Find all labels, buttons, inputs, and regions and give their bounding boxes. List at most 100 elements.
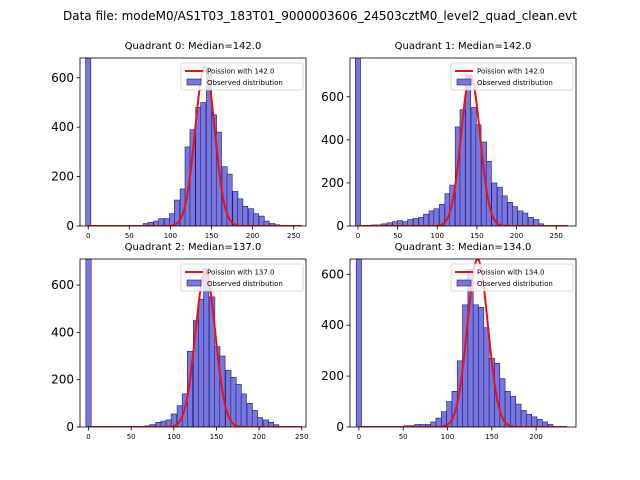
x-tick-label: 0 <box>356 232 360 240</box>
legend-poisson-label: Poission with 142.0 <box>207 68 275 76</box>
histogram-bar-zero <box>355 259 362 427</box>
axes-frame <box>349 258 577 428</box>
panel-title: Quadrant 2: Median=137.0 <box>125 242 262 253</box>
x-tick-label: 200 <box>252 433 265 441</box>
histogram-bar <box>418 217 425 226</box>
axes-frame <box>349 57 577 227</box>
legend-box <box>450 263 574 292</box>
panel-title: Quadrant 1: Median=142.0 <box>395 41 532 52</box>
histogram-bar <box>520 410 527 427</box>
histogram-bar <box>158 218 165 226</box>
histogram-bar-zero <box>85 58 92 226</box>
panel-quadrant-2: Quadrant 2: Median=137.0 0 200 400 600 0 50 100… <box>51 242 308 441</box>
x-tick-label: 50 <box>127 433 136 441</box>
plot-area <box>355 259 568 427</box>
poisson-curve <box>358 259 568 427</box>
histogram-bar <box>240 393 247 427</box>
plot-area <box>85 259 302 427</box>
histogram-bar <box>226 173 233 226</box>
axes-frame <box>79 57 307 227</box>
x-tick-label: 100 <box>167 433 180 441</box>
x-tick-label: 200 <box>529 433 542 441</box>
poisson-curve <box>88 270 302 427</box>
histogram-bar <box>198 298 205 427</box>
y-tick-label: 200 <box>321 176 344 190</box>
histogram-bar <box>256 417 263 427</box>
legend-histogram-label: Observed distribution <box>207 79 283 87</box>
histogram-bar <box>547 424 554 427</box>
x-tick-label: 100 <box>164 232 177 240</box>
histogram-bar <box>470 107 477 226</box>
histogram-bar <box>252 213 259 226</box>
histogram-bar <box>510 396 517 427</box>
y-tick-label: 400 <box>321 318 344 332</box>
histogram-bar <box>200 102 207 226</box>
panel-quadrant-3: Quadrant 3: Median=134.0 0 200 400 600 0 50 100… <box>321 242 577 441</box>
panel-title: Quadrant 0: Median=142.0 <box>125 41 262 52</box>
legend-poisson-label: Poission with 134.0 <box>477 269 545 277</box>
x-tick-label: 0 <box>86 232 90 240</box>
legend-box <box>180 263 304 292</box>
histogram-bar <box>433 208 440 226</box>
histogram-bar <box>512 206 518 226</box>
histogram-bar <box>459 109 466 226</box>
histogram-bar <box>522 212 529 226</box>
y-tick-label: 200 <box>321 369 344 383</box>
x-tick-label: 250 <box>549 232 562 240</box>
histogram-bar <box>515 403 522 427</box>
legend-histogram-label: Observed distribution <box>477 280 553 288</box>
histogram-bar <box>215 131 222 226</box>
x-tick-label: 50 <box>393 232 402 240</box>
histogram-bar <box>478 307 485 427</box>
poisson-curve <box>357 74 569 226</box>
y-tick-label: 0 <box>336 420 344 434</box>
poisson-curve <box>88 65 302 226</box>
histogram-bar <box>423 213 430 226</box>
histogram-bar <box>527 217 534 226</box>
histogram-bar <box>531 416 538 427</box>
x-tick-label: 100 <box>431 232 444 240</box>
legend-histogram-swatch <box>186 279 202 287</box>
histogram-bar <box>533 219 540 226</box>
plot-area <box>355 58 569 226</box>
histogram-bar <box>246 403 253 427</box>
x-tick-label: 50 <box>125 232 134 240</box>
panel-quadrant-1: Quadrant 1: Median=142.0 0 200 400 600 0 50 100… <box>321 41 577 240</box>
legend-poisson-label: Poission with 142.0 <box>477 68 545 76</box>
histogram-bar <box>538 223 545 226</box>
histogram-bar <box>491 182 498 226</box>
histogram-bar <box>517 210 524 226</box>
histogram-bar <box>230 377 237 427</box>
histogram-bar <box>258 215 265 226</box>
y-tick-label: 400 <box>51 325 74 339</box>
x-tick-label: 100 <box>441 433 454 441</box>
x-tick-label: 200 <box>246 232 259 240</box>
histogram-bar <box>501 195 508 226</box>
axes-frame <box>79 258 307 428</box>
histogram-bar <box>242 205 249 226</box>
x-tick-label: 150 <box>485 433 498 441</box>
x-tick-label: 150 <box>470 232 483 240</box>
x-tick-label: 150 <box>210 433 223 441</box>
x-tick-label: 250 <box>287 232 300 240</box>
legend-histogram-swatch <box>456 78 472 86</box>
y-tick-label: 0 <box>336 219 344 233</box>
x-tick-label: 250 <box>295 433 308 441</box>
histogram-bar <box>526 413 532 427</box>
histogram-bar <box>428 210 435 226</box>
histogram-bar <box>251 410 258 427</box>
histogram-bar <box>235 384 242 427</box>
histogram-bar <box>232 191 239 226</box>
legend-histogram-swatch <box>186 78 202 86</box>
y-tick-label: 200 <box>51 373 74 387</box>
histogram-bar <box>203 268 210 427</box>
histogram-bar <box>472 304 479 427</box>
histogram-bar <box>381 223 388 226</box>
y-tick-label: 400 <box>51 120 74 134</box>
legend-histogram-label: Observed distribution <box>477 79 553 87</box>
histogram-bar <box>435 417 442 427</box>
y-tick-label: 200 <box>51 170 74 184</box>
histogram-bar <box>248 208 254 226</box>
legend-histogram-label: Observed distribution <box>207 280 283 288</box>
